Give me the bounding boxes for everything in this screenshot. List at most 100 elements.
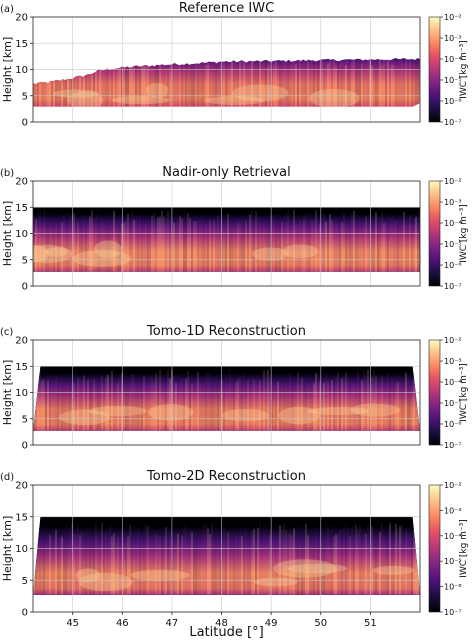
iwc-streak xyxy=(241,383,243,431)
colorbar-tick-label: 10⁻⁴ xyxy=(444,532,462,541)
colorbar-tick-label: 10⁻⁷ xyxy=(444,282,462,291)
iwc-field xyxy=(33,58,420,107)
iwc-field xyxy=(33,516,420,595)
iwc-streak xyxy=(47,531,49,595)
iwc-streak xyxy=(177,534,179,595)
iwc-streak xyxy=(63,527,65,595)
iwc-streak xyxy=(53,382,55,431)
iwc-streak xyxy=(271,370,273,431)
iwc-streak xyxy=(387,212,389,272)
iwc-streak xyxy=(199,217,201,272)
iwc-streak xyxy=(341,221,343,272)
iwc-bright-patch xyxy=(252,247,289,261)
iwc-streak xyxy=(323,536,325,595)
colorbar-tick-label: 10⁻⁶ xyxy=(444,583,462,592)
iwc-streak xyxy=(127,375,129,431)
iwc-streak xyxy=(211,383,213,431)
iwc-streak xyxy=(387,372,389,431)
iwc-streak xyxy=(367,369,369,431)
iwc-streak xyxy=(249,58,251,107)
iwc-streak xyxy=(167,58,169,107)
y-tick-label: 20 xyxy=(15,177,28,188)
iwc-streak xyxy=(403,527,405,595)
iwc-streak xyxy=(287,211,289,272)
iwc-streak xyxy=(277,211,279,272)
iwc-streak xyxy=(63,380,65,431)
iwc-streak xyxy=(347,217,349,272)
iwc-streak xyxy=(257,60,259,107)
iwc-streak xyxy=(363,222,365,272)
iwc-streak xyxy=(415,533,417,595)
iwc-streak xyxy=(119,213,121,272)
iwc-streak xyxy=(181,535,183,595)
iwc-streak xyxy=(115,221,117,272)
iwc-streak xyxy=(69,213,71,272)
iwc-streak xyxy=(37,217,39,272)
iwc-streak xyxy=(141,215,143,272)
iwc-streak xyxy=(273,374,275,431)
iwc-streak xyxy=(191,531,193,595)
iwc-streak xyxy=(375,532,377,595)
iwc-streak xyxy=(37,533,39,595)
iwc-streak xyxy=(111,211,113,272)
iwc-streak xyxy=(217,215,219,272)
iwc-streak xyxy=(177,373,179,431)
iwc-streak xyxy=(285,58,287,107)
iwc-streak xyxy=(415,378,417,431)
iwc-streak xyxy=(199,382,201,431)
iwc-streak xyxy=(289,372,291,431)
iwc-streak xyxy=(287,371,289,431)
iwc-streak xyxy=(363,530,365,595)
iwc-streak xyxy=(261,60,263,107)
iwc-streak xyxy=(347,528,349,595)
iwc-streak xyxy=(199,65,201,107)
iwc-streak xyxy=(87,378,89,431)
iwc-streak xyxy=(185,213,187,272)
iwc-bright-patch xyxy=(130,569,190,581)
iwc-streak xyxy=(315,527,317,595)
iwc-streak xyxy=(201,223,203,272)
iwc-streak xyxy=(43,524,45,595)
iwc-streak xyxy=(281,374,283,431)
iwc-streak xyxy=(317,369,319,431)
iwc-streak xyxy=(61,536,63,595)
iwc-streak xyxy=(109,219,111,272)
iwc-streak xyxy=(173,533,175,595)
iwc-streak xyxy=(129,371,131,431)
iwc-streak xyxy=(161,529,163,595)
iwc-streak xyxy=(155,58,157,107)
iwc-streak xyxy=(273,65,275,107)
iwc-streak xyxy=(95,214,97,272)
iwc-streak xyxy=(343,527,345,595)
iwc-streak xyxy=(73,212,75,272)
iwc-streak xyxy=(305,373,307,431)
iwc-streak xyxy=(409,535,411,595)
iwc-streak xyxy=(337,221,339,272)
iwc-streak xyxy=(65,65,67,107)
iwc-streak xyxy=(279,214,281,272)
iwc-streak xyxy=(149,534,151,595)
iwc-streak xyxy=(147,221,149,272)
iwc-streak xyxy=(369,60,371,107)
iwc-streak xyxy=(279,383,281,431)
iwc-streak xyxy=(177,58,179,107)
iwc-streak xyxy=(237,528,239,595)
colorbar-tick-label: 10⁻⁵ xyxy=(444,76,462,85)
iwc-streak xyxy=(49,534,51,595)
iwc-streak xyxy=(231,536,233,595)
iwc-streak xyxy=(369,524,371,595)
iwc-streak xyxy=(163,216,165,272)
iwc-streak xyxy=(201,58,203,107)
iwc-streak xyxy=(65,524,67,595)
y-tick-label: 10 xyxy=(15,65,28,76)
iwc-streak xyxy=(369,376,371,431)
iwc-streak xyxy=(75,533,77,595)
iwc-streak xyxy=(175,382,177,431)
iwc-streak xyxy=(205,59,207,107)
iwc-streak xyxy=(135,527,137,595)
iwc-streak xyxy=(253,528,255,595)
iwc-streak xyxy=(275,213,277,272)
iwc-streak xyxy=(397,531,399,595)
iwc-streak xyxy=(81,58,83,107)
colorbar-tick-label: 10⁻⁷ xyxy=(444,118,462,127)
